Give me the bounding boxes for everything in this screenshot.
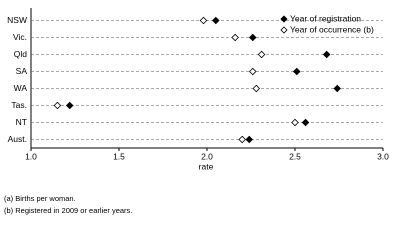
legend-label: Year of occurrence (b)	[290, 24, 374, 34]
footnote: (b) Registered in 2009 or earlier years.	[4, 206, 132, 215]
marker	[291, 118, 299, 127]
marker	[257, 50, 266, 59]
x-tick-label: 1.0	[25, 151, 37, 161]
y-tick-label: Tas.	[11, 100, 27, 110]
y-tick-label: NSW	[7, 15, 27, 25]
x-axis-label: rate	[199, 161, 214, 171]
y-tick-label: SA	[16, 66, 28, 76]
x-tick-label: 3.0	[377, 151, 389, 161]
marker	[53, 101, 62, 110]
marker	[333, 84, 342, 93]
marker	[252, 84, 261, 93]
legend-marker	[280, 26, 288, 34]
marker	[238, 135, 246, 144]
marker	[248, 33, 257, 42]
y-tick-label: Vic.	[13, 32, 27, 42]
marker	[231, 33, 239, 42]
y-tick-label: Qld	[14, 49, 28, 59]
x-tick-label: 2.0	[201, 151, 213, 161]
marker	[245, 135, 254, 144]
marker	[248, 67, 257, 76]
legend-marker	[280, 15, 288, 23]
marker	[292, 67, 301, 76]
x-tick-label: 2.5	[289, 151, 301, 161]
marker	[212, 16, 220, 25]
marker	[65, 101, 74, 110]
footnote: (a) Births per woman.	[4, 194, 76, 203]
x-tick-label: 1.5	[113, 151, 125, 161]
y-tick-label: WA	[14, 83, 28, 93]
marker	[322, 50, 331, 59]
chart: rate (a) Births per woman. (b) Registere…	[4, 8, 389, 215]
legend-label: Year of registration	[290, 13, 361, 23]
marker	[199, 16, 208, 25]
y-tick-label: Aust.	[8, 134, 27, 144]
marker	[301, 118, 310, 127]
y-tick-label: NT	[16, 117, 27, 127]
